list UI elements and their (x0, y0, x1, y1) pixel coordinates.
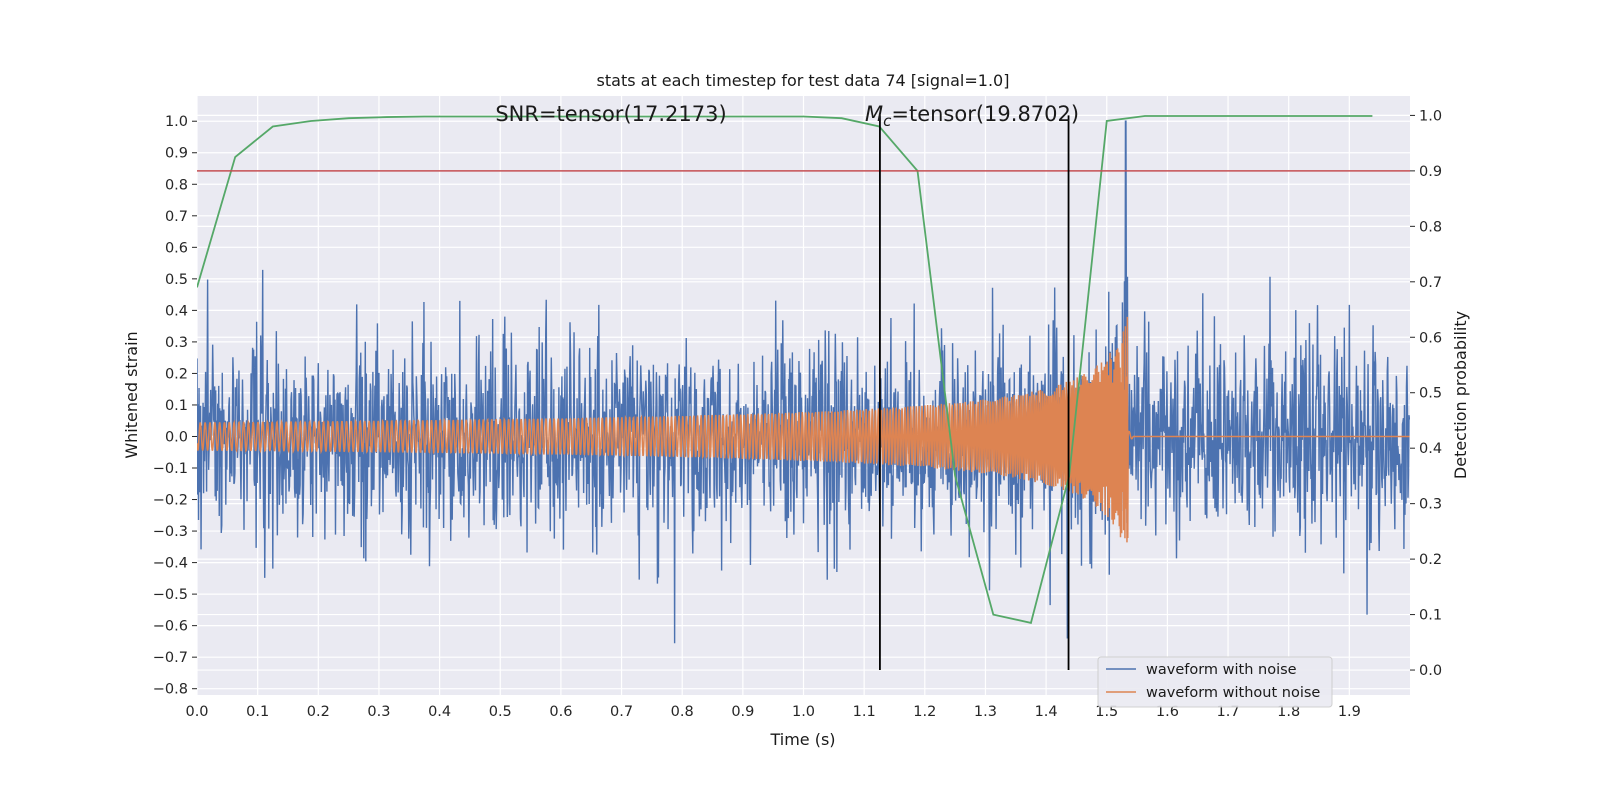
y-tick-label: 0.6 (165, 240, 188, 256)
x-tick-label: 0.3 (367, 704, 390, 720)
y2-tick-label: 0.3 (1419, 497, 1442, 513)
x-tick-label: 0.8 (671, 704, 694, 720)
x-tick-label: 0.9 (731, 704, 754, 720)
y-tick-label: 0.1 (165, 398, 188, 414)
chirp-mass-subscript: c (883, 112, 892, 130)
legend-label-clean: waveform without noise (1146, 685, 1320, 701)
grid (196, 96, 1410, 695)
x-tick-label: 1.0 (792, 704, 815, 720)
y-tick-label: −0.4 (153, 556, 188, 572)
y2-tick-label: 0.2 (1419, 552, 1442, 568)
chirp-mass-symbol: M (865, 102, 883, 126)
x-tick-label: 1.4 (1035, 704, 1058, 720)
x-tick-label: 0.7 (610, 704, 633, 720)
y-tick-label: −0.6 (153, 619, 188, 635)
y2-tick-label: 0.5 (1419, 386, 1442, 402)
legend-box (1097, 656, 1333, 708)
series-line-waveform-without-noise (197, 316, 1410, 543)
snr-annotation: SNR=tensor(17.2173) (495, 102, 726, 126)
y-tick-label: 0.2 (165, 366, 188, 382)
x-tick-label: 0.1 (246, 704, 269, 720)
x-tick-label: 0.4 (428, 704, 451, 720)
y-tick-label: 0.4 (165, 303, 188, 319)
legend-label-noise: waveform with noise (1146, 662, 1297, 678)
x-axis-label: Time (s) (769, 730, 835, 749)
x-tick-label: 1.5 (1095, 704, 1118, 720)
y-tick-label: −0.8 (153, 682, 188, 698)
y-tick-label: −0.1 (153, 461, 188, 477)
chirp-mass-annotation: Mc=tensor(19.8702) (865, 102, 1079, 130)
series-layer (197, 115, 1410, 671)
y2-tick-label: 0.8 (1419, 219, 1442, 235)
y2-tick-label: 1.0 (1419, 108, 1442, 124)
y2-tick-label: 0.9 (1419, 164, 1442, 180)
y2-tick-label: 0.4 (1419, 441, 1442, 457)
legend: waveform with noise waveform without noi… (1097, 656, 1333, 708)
y2-tick-label: 0.6 (1419, 330, 1442, 346)
series-line-waveform-with-noise (197, 120, 1410, 644)
y-tick-label: 0.0 (165, 429, 188, 445)
y-tick-label: 0.8 (165, 177, 188, 193)
series-line-detection-probability (197, 115, 1373, 624)
y-tick-label: −0.3 (153, 524, 188, 540)
y-tick-label: 0.3 (165, 335, 188, 351)
y-tick-label: 0.7 (165, 209, 188, 225)
y-tick-label: −0.7 (153, 650, 188, 666)
y2-tick-label: 0.0 (1419, 663, 1442, 679)
x-tick-label: 0.2 (307, 704, 330, 720)
x-tick-label: 1.8 (1277, 704, 1300, 720)
axes: 0.0 0.1 0.2 0.3 0.4 0.5 0.6 0.7 0.8 0.9 1.0 1.1 1.2 1… (153, 108, 1442, 720)
y-tick-label: 0.9 (165, 146, 188, 162)
chirp-mass-value: =tensor(19.8702) (891, 102, 1079, 126)
chart-title: stats at each timestep for test data 74 … (597, 71, 1010, 90)
y2-axis-label: Detection probability (1451, 311, 1470, 479)
x-tick-label: 1.2 (913, 704, 936, 720)
y-tick-label: 1.0 (165, 114, 188, 130)
x-tick-label: 1.9 (1338, 704, 1361, 720)
x-tick-label: 0.5 (489, 704, 512, 720)
x-tick-label: 1.6 (1156, 704, 1179, 720)
x-tick-label: 0.6 (549, 704, 572, 720)
y-tick-label: 0.5 (165, 272, 188, 288)
x-tick-label: 1.1 (853, 704, 876, 720)
y-tick-label: −0.2 (153, 493, 188, 509)
y2-tick-label: 0.7 (1419, 275, 1442, 291)
y-axis-label: Whitened strain (122, 331, 141, 458)
x-tick-label: 0.0 (185, 704, 208, 720)
x-tick-label: 1.3 (974, 704, 997, 720)
y-tick-label: −0.5 (153, 587, 188, 603)
x-tick-label: 1.7 (1217, 704, 1240, 720)
y2-tick-label: 0.1 (1419, 608, 1442, 624)
